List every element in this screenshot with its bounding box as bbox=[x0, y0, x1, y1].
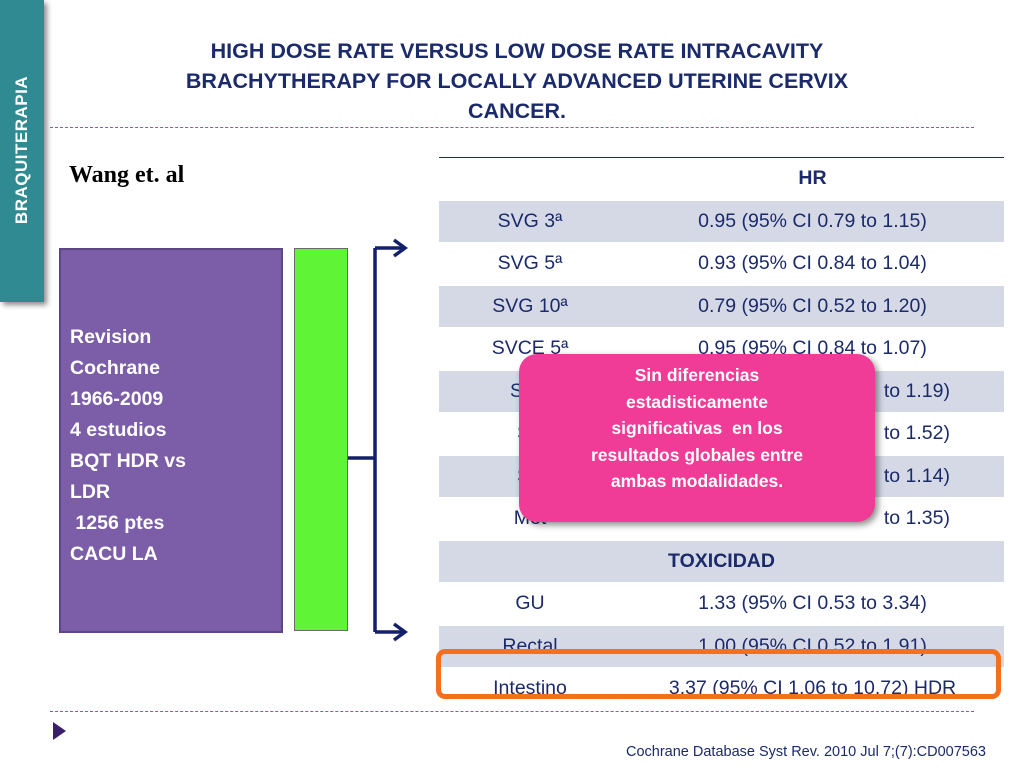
title-line-1: HIGH DOSE RATE VERSUS LOW DOSE RATE INTR… bbox=[210, 39, 824, 63]
callout-line: Sin diferencias bbox=[634, 365, 760, 385]
callout-line: resultados globales entre bbox=[590, 444, 803, 465]
slide-title: HIGH DOSE RATE VERSUS LOW DOSE RATE INTR… bbox=[62, 36, 972, 126]
row-label: Intestino bbox=[439, 667, 621, 711]
row-value: 0.95 (95% CI 0.84 to 1.07) bbox=[621, 327, 1004, 371]
header-hr: HR bbox=[621, 157, 1004, 201]
play-icon bbox=[53, 722, 66, 740]
author-label: Wang et. al bbox=[69, 162, 185, 188]
row-value: 0.95 (95% CI 0.79 to 1.15) bbox=[621, 200, 1004, 243]
summary-line: BQT HDR vs bbox=[70, 450, 186, 472]
row-label: Rectal bbox=[439, 625, 621, 668]
intestino-highlight bbox=[436, 649, 1001, 699]
summary-box: Revision Cochrane 1966-2009 4 estudios B… bbox=[59, 248, 283, 633]
row-value: 1.00 (95% CI 0.52 to 1.91) bbox=[621, 625, 1004, 668]
bracket-arrows bbox=[348, 238, 408, 642]
summary-line: CACU LA bbox=[70, 543, 158, 565]
summary-line: 1966-2009 bbox=[70, 388, 164, 410]
header-toxicidad: TOXICIDAD bbox=[439, 540, 1004, 583]
green-bar bbox=[294, 248, 348, 631]
row-label: GU bbox=[439, 582, 621, 626]
summary-line: Revision bbox=[70, 326, 152, 348]
summary-line: Cochrane bbox=[70, 357, 160, 379]
summary-line: 4 estudios bbox=[70, 419, 167, 441]
top-divider bbox=[50, 127, 974, 128]
row-label: SVG 10ª bbox=[439, 285, 621, 328]
callout-line: estadisticamente bbox=[625, 391, 768, 412]
summary-line: 1256 ptes bbox=[70, 512, 165, 534]
row-value: 1.33 (95% CI 0.53 to 3.34) bbox=[621, 582, 1004, 626]
bottom-divider bbox=[50, 711, 974, 712]
row-value: 0.79 (95% CI 0.52 to 1.20) bbox=[621, 285, 1004, 328]
row-label: SVG 5ª bbox=[439, 242, 621, 286]
title-line-2: BRACHYTHERAPY FOR LOCALLY ADVANCED UTERI… bbox=[185, 69, 849, 93]
table-header-row: HR bbox=[439, 157, 1004, 201]
callout-line: significativas en los bbox=[611, 418, 783, 438]
callout-box: Sin diferencias estadisticamente signifi… bbox=[519, 354, 875, 522]
callout-line: ambas modalidades. bbox=[610, 471, 784, 491]
row-label: SVG 3ª bbox=[439, 200, 621, 243]
table-section-row: TOXICIDAD bbox=[439, 540, 1004, 583]
side-tab-label: BRAQUITERAPIA bbox=[12, 75, 31, 225]
table-row: SVG 3ª 0.95 (95% CI 0.79 to 1.15) bbox=[439, 200, 1004, 243]
summary-line: LDR bbox=[70, 481, 111, 503]
table-row: SVG 10ª 0.79 (95% CI 0.52 to 1.20) bbox=[439, 285, 1004, 328]
citation: Cochrane Database Syst Rev. 2010 Jul 7;(… bbox=[625, 744, 986, 760]
title-line-3: CANCER. bbox=[468, 99, 566, 123]
row-value: 0.93 (95% CI 0.84 to 1.04) bbox=[621, 242, 1004, 286]
row-value: 3.37 (95% CI 1.06 to 10.72) HDR bbox=[621, 667, 1004, 711]
table-row: SVG 5ª 0.93 (95% CI 0.84 to 1.04) bbox=[439, 242, 1004, 286]
table-row: Intestino 3.37 (95% CI 1.06 to 10.72) HD… bbox=[439, 667, 1004, 711]
side-tab: BRAQUITERAPIA bbox=[0, 0, 44, 302]
table-row: Rectal 1.00 (95% CI 0.52 to 1.91) bbox=[439, 625, 1004, 668]
table-row: GU 1.33 (95% CI 0.53 to 3.34) bbox=[439, 582, 1004, 626]
